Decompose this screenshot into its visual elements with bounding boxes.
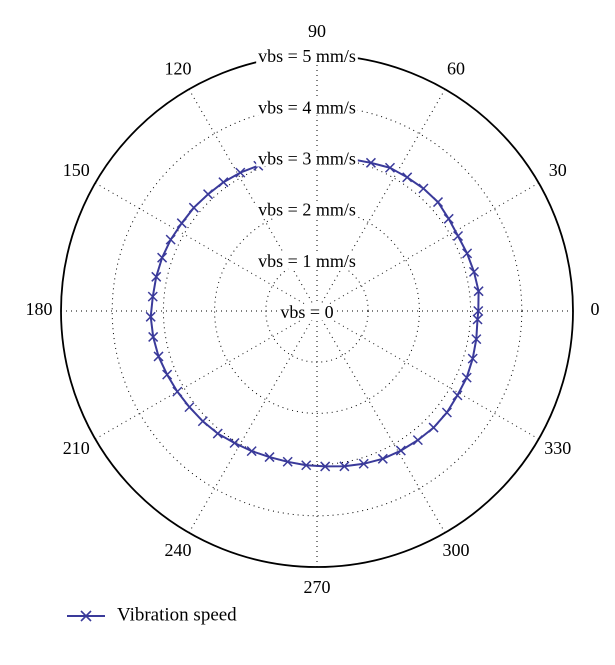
data-point-marker bbox=[412, 435, 423, 446]
radial-label-backdrop bbox=[256, 150, 358, 167]
data-point-marker bbox=[441, 407, 452, 418]
radial-label-backdrop bbox=[256, 99, 358, 116]
radial-label-backdrop bbox=[256, 201, 358, 218]
data-point-marker bbox=[432, 197, 444, 208]
data-point-marker bbox=[188, 202, 199, 213]
legend-marker-0 bbox=[80, 610, 92, 622]
data-point-marker bbox=[443, 213, 454, 224]
data-point-marker bbox=[462, 248, 473, 259]
data-point-marker bbox=[467, 353, 478, 364]
data-point-marker bbox=[365, 157, 376, 168]
data-point-marker bbox=[246, 446, 257, 457]
data-point-marker bbox=[229, 437, 240, 449]
radial-label-backdrop bbox=[256, 252, 358, 269]
radial-tick-label-4: vbs = 4 mm/s bbox=[258, 97, 356, 117]
data-point-marker bbox=[197, 416, 208, 427]
data-point-marker bbox=[384, 162, 396, 173]
data-point-marker bbox=[471, 334, 482, 345]
data-point-marker bbox=[282, 456, 293, 467]
data-point-marker bbox=[162, 369, 173, 380]
data-point-marker bbox=[147, 291, 158, 302]
grid-spoke-300 bbox=[316, 310, 446, 533]
data-point-marker bbox=[428, 422, 439, 433]
radial-tick-label-2: vbs = 2 mm/s bbox=[258, 200, 356, 220]
angle-tick-label-90: 90 bbox=[308, 21, 326, 41]
grid-spoke-240 bbox=[188, 310, 318, 533]
legend-label-0: Vibration speed bbox=[117, 604, 237, 625]
radial-label-backdrop bbox=[256, 48, 358, 65]
data-point-marker bbox=[377, 453, 388, 464]
data-point-marker bbox=[461, 372, 472, 383]
radial-tick-label-5: vbs = 5 mm/s bbox=[258, 46, 356, 66]
data-point-marker bbox=[402, 172, 413, 183]
data-point-marker bbox=[452, 390, 463, 401]
angle-tick-label-150: 150 bbox=[63, 160, 90, 180]
legend: Vibration speed bbox=[67, 604, 237, 625]
data-point-marker bbox=[473, 305, 484, 317]
angle-tick-label-270: 270 bbox=[304, 577, 331, 597]
grid-spoke-330 bbox=[316, 310, 539, 440]
angle-tick-label-300: 300 bbox=[443, 540, 470, 560]
data-point-marker bbox=[472, 314, 483, 325]
data-point-marker bbox=[184, 402, 195, 413]
angle-tick-label-120: 120 bbox=[165, 58, 192, 78]
angle-tick-label-60: 60 bbox=[447, 58, 465, 78]
label-layer: 0 30 60 90 120 150 180 210 240 270 300 330 vbs = 0 vb… bbox=[26, 21, 600, 597]
radial-tick-label-0: vbs = 0 bbox=[280, 302, 333, 322]
data-point-marker bbox=[145, 311, 156, 322]
data-point-marker bbox=[473, 286, 484, 297]
data-point-marker bbox=[468, 266, 480, 277]
data-point-marker bbox=[453, 230, 464, 242]
data-point-marker bbox=[418, 183, 429, 194]
angle-tick-label-330: 330 bbox=[544, 438, 571, 458]
data-point-marker bbox=[235, 167, 246, 178]
grid-ring-2 bbox=[214, 208, 420, 414]
data-point-marker bbox=[153, 351, 164, 362]
data-point-marker bbox=[172, 386, 183, 397]
radial-label-backdrop bbox=[278, 304, 336, 321]
data-point-marker bbox=[339, 461, 350, 472]
radial-tick-label-1: vbs = 1 mm/s bbox=[258, 251, 356, 271]
grid-ring-3 bbox=[162, 156, 472, 466]
data-point-marker bbox=[176, 218, 187, 229]
grid-spoke-210 bbox=[95, 310, 318, 440]
angle-tick-label-30: 30 bbox=[549, 160, 567, 180]
grid-ring-4 bbox=[111, 105, 523, 517]
data-point-marker bbox=[148, 331, 159, 342]
radial-tick-label-3: vbs = 3 mm/s bbox=[258, 149, 356, 169]
data-point-marker bbox=[301, 460, 312, 471]
data-point-marker bbox=[151, 271, 162, 282]
data-point-marker bbox=[203, 189, 214, 200]
data-point-marker bbox=[320, 461, 331, 472]
angle-tick-label-240: 240 bbox=[165, 540, 192, 560]
data-point-marker bbox=[157, 252, 168, 263]
angle-tick-label-210: 210 bbox=[63, 438, 90, 458]
data-point-marker bbox=[165, 234, 176, 245]
angle-tick-label-180: 180 bbox=[26, 299, 53, 319]
data-point-marker bbox=[358, 458, 369, 469]
data-point-marker bbox=[264, 452, 275, 463]
data-point-marker bbox=[395, 445, 406, 456]
data-point-marker bbox=[212, 428, 223, 439]
data-point-marker bbox=[218, 177, 229, 188]
angle-tick-label-0: 0 bbox=[591, 299, 600, 319]
